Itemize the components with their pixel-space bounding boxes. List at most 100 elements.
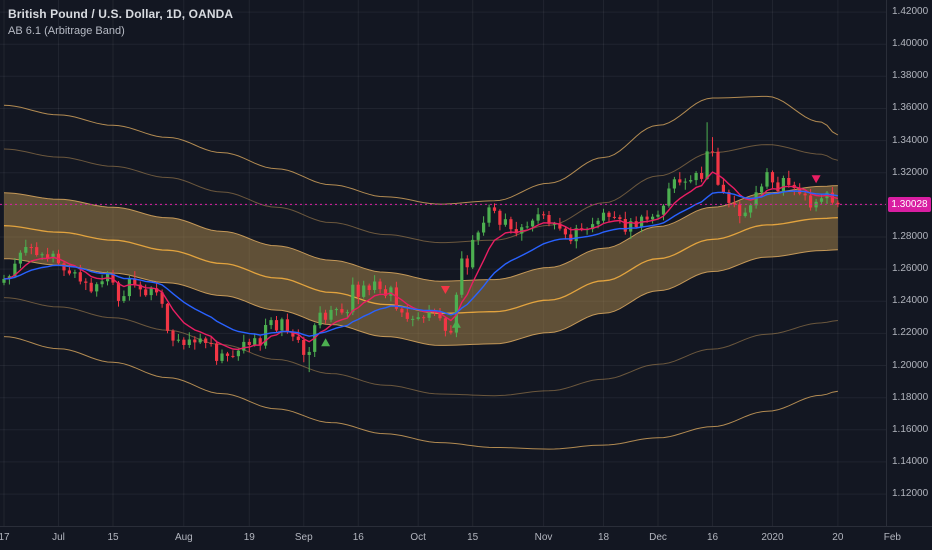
- candle-body: [258, 338, 262, 346]
- candle-body: [591, 224, 595, 230]
- candle-body: [574, 228, 578, 242]
- time-axis-label: 19: [243, 532, 255, 543]
- candle-body: [242, 341, 246, 351]
- chart-legend: British Pound / U.S. Dollar, 1D, OANDA A…: [8, 7, 233, 37]
- candle-body: [231, 355, 235, 357]
- candle-body: [596, 220, 600, 225]
- candle-body: [2, 278, 6, 283]
- candle-body: [651, 216, 655, 220]
- candle-body: [274, 320, 279, 331]
- candle-body: [73, 272, 77, 274]
- candle-body: [291, 331, 295, 337]
- candle-body: [563, 228, 567, 235]
- candle-body: [405, 312, 409, 319]
- candle-body: [411, 318, 415, 320]
- candle-body: [193, 339, 197, 343]
- candle-body: [329, 309, 333, 320]
- candle-body: [471, 239, 475, 268]
- candle-body: [743, 212, 747, 216]
- price-axis-label: 1.24000: [892, 295, 929, 307]
- candle-body: [787, 178, 791, 185]
- candle-body: [356, 284, 360, 297]
- candle-body: [422, 317, 426, 319]
- price-axis-label: 1.34000: [892, 134, 929, 146]
- candle-body: [149, 288, 153, 296]
- candle-body: [509, 219, 513, 230]
- price-axis[interactable]: 1.42000 1.40000 1.38000 1.36000 1.34000 1.320…: [886, 0, 932, 527]
- candle-body: [672, 179, 676, 189]
- candle-body: [144, 289, 148, 296]
- candle-body: [394, 287, 398, 309]
- price-axis-label: 1.38000: [892, 70, 929, 82]
- candle-body: [732, 202, 736, 205]
- candle-body: [819, 198, 824, 202]
- signal-marker-down: [440, 286, 450, 294]
- candle-body: [182, 339, 186, 345]
- candle-body: [716, 151, 720, 185]
- candle-body: [552, 223, 557, 225]
- price-axis-label: 1.26000: [892, 263, 929, 275]
- candle-body: [373, 281, 377, 290]
- candle-body: [204, 338, 208, 343]
- candle-body: [95, 284, 99, 292]
- candle-body: [482, 222, 486, 233]
- price-axis-label: 1.36000: [892, 102, 929, 114]
- candle-body: [133, 278, 137, 285]
- candle-body: [389, 287, 393, 296]
- candle-body: [362, 285, 366, 297]
- candle-body: [51, 253, 55, 259]
- candle-body: [623, 219, 627, 232]
- candle-body: [476, 232, 480, 240]
- candle-body: [618, 217, 622, 219]
- candle-body: [727, 192, 731, 203]
- price-axis-label: 1.28000: [892, 230, 929, 242]
- candle-body: [209, 343, 213, 344]
- candle-body: [661, 205, 666, 215]
- candle-body: [487, 207, 491, 223]
- candle-body: [24, 247, 28, 253]
- candle-body: [302, 340, 306, 355]
- candle-body: [465, 258, 469, 268]
- candle-body: [492, 207, 497, 211]
- signal-marker-down: [811, 175, 821, 184]
- candle-body: [318, 312, 322, 326]
- price-axis-label: 1.12000: [892, 488, 929, 500]
- candle-body: [427, 311, 431, 318]
- time-axis-label: 20: [832, 532, 844, 543]
- candle-body: [514, 229, 518, 234]
- candle-body: [683, 181, 687, 183]
- candle-body: [264, 325, 268, 346]
- candle-body: [378, 281, 382, 290]
- price-axis-label: 1.22000: [892, 327, 929, 339]
- candle-body: [656, 214, 660, 217]
- symbol-title[interactable]: British Pound / U.S. Dollar, 1D, OANDA: [8, 7, 234, 21]
- candle-body: [78, 272, 82, 282]
- candle-body: [165, 303, 170, 331]
- candle-body: [383, 289, 388, 296]
- time-axis-label: Jul: [52, 532, 65, 543]
- candle-body: [220, 353, 224, 361]
- candle-body: [803, 193, 807, 196]
- candle-body: [770, 172, 775, 183]
- candle-body: [46, 254, 50, 259]
- candle-body: [781, 178, 785, 192]
- price-chart-pane[interactable]: [0, 0, 887, 527]
- candle-body: [89, 282, 93, 292]
- candle-body: [558, 223, 562, 229]
- candle-body: [160, 292, 164, 304]
- candle-body: [607, 212, 611, 217]
- price-axis-label: 1.40000: [892, 38, 929, 50]
- candle-body: [171, 330, 175, 341]
- time-axis-label: 2020: [761, 532, 784, 543]
- candle-body: [765, 172, 769, 187]
- candle-body: [367, 285, 371, 290]
- indicator-label[interactable]: AB 6.1 (Arbitrage Band): [8, 25, 125, 37]
- candle-body: [13, 263, 17, 277]
- time-axis[interactable]: 17 Jul 15 Aug 19 Sep 16 Oct 15 Nov 18 Dec 16 2020 20 Fe…: [0, 526, 932, 550]
- candle-body: [84, 281, 88, 283]
- candle-body: [710, 151, 715, 153]
- time-axis-label: Feb: [883, 532, 901, 543]
- candle-body: [760, 186, 764, 193]
- candle-body: [351, 284, 355, 313]
